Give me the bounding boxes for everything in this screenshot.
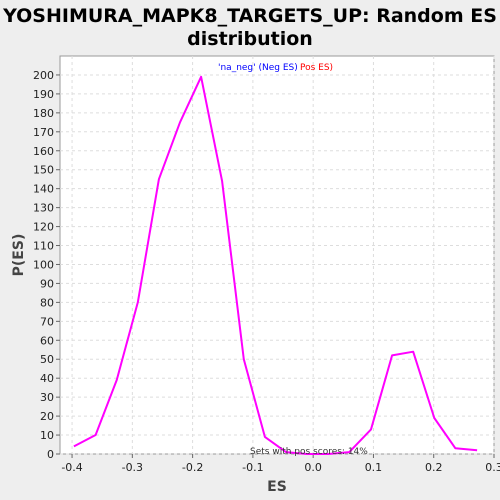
y-tick-label: 20	[40, 410, 54, 423]
axis-ticks: 0 10 20 30 40 50 60 70 80 90 100 110 120 130 140 150 160…	[33, 69, 500, 474]
y-tick-label: 0	[47, 448, 54, 461]
x-tick-label: 0.2	[425, 461, 443, 474]
y-tick-label: 170	[33, 126, 54, 139]
x-tick-label: 0.3	[485, 461, 500, 474]
y-tick-label: 100	[33, 258, 54, 271]
y-axis-label: P(ES)	[11, 234, 27, 277]
x-tick-label: -0.2	[182, 461, 203, 474]
y-tick-label: 180	[33, 107, 54, 120]
chart-title-line-2: distribution	[187, 28, 313, 50]
y-tick-label: 120	[33, 221, 54, 234]
pos-scores-annotation: Sets with pos scores: 14%	[250, 447, 368, 457]
y-tick-label: 90	[40, 277, 54, 290]
y-tick-label: 140	[33, 183, 54, 196]
series-layer	[73, 75, 478, 455]
chart-title-line-1: YOSHIMURA_MAPK8_TARGETS_UP: Random ES	[2, 5, 497, 27]
x-tick-label: -0.3	[122, 461, 143, 474]
x-tick-label: -0.4	[61, 461, 82, 474]
es-distribution-line	[73, 75, 478, 455]
plot-area	[59, 55, 495, 455]
y-tick-label: 200	[33, 69, 54, 82]
grid	[60, 56, 495, 455]
y-tick-label: 10	[40, 429, 54, 442]
x-tick-label: -0.1	[242, 461, 263, 474]
legend-entry-pos: Pos ES)	[300, 63, 333, 73]
y-tick-label: 60	[40, 334, 54, 347]
y-tick-label: 30	[40, 391, 54, 404]
y-tick-label: 110	[33, 240, 54, 253]
y-tick-label: 40	[40, 372, 54, 385]
y-tick-label: 50	[40, 353, 54, 366]
y-tick-label: 70	[40, 315, 54, 328]
legend-entry-neg: 'na_neg' (Neg ES)	[218, 63, 298, 73]
x-axis-label: ES	[267, 479, 287, 495]
y-tick-label: 150	[33, 164, 54, 177]
y-tick-label: 130	[33, 202, 54, 215]
legend: 'na_neg' (Neg ES) Pos ES)	[218, 63, 333, 73]
x-tick-label: 0.1	[365, 461, 383, 474]
y-tick-label: 190	[33, 88, 54, 101]
x-tick-label: 0.0	[304, 461, 322, 474]
y-tick-label: 160	[33, 145, 54, 158]
y-tick-label: 80	[40, 296, 54, 309]
